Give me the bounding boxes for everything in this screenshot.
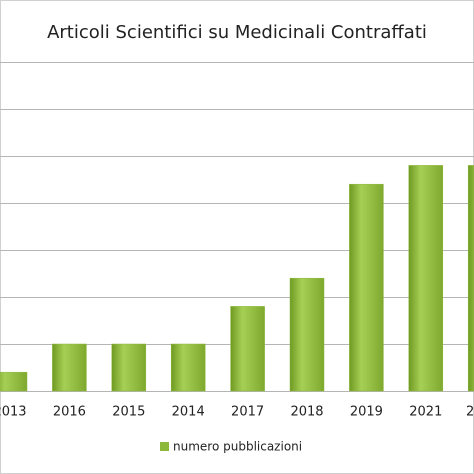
x-tick-label: 2015 [112, 405, 145, 420]
bar [230, 306, 265, 392]
x-tick-label: 2018 [290, 405, 323, 420]
x-tick-label: 2013 [0, 405, 27, 420]
legend-swatch [160, 442, 169, 451]
chart-title: Articoli Scientifici su Medicinali Contr… [47, 22, 427, 43]
x-tick-label: 2017 [231, 405, 264, 420]
x-tick-label: 2014 [172, 405, 205, 420]
x-tick-label: 2021 [409, 405, 442, 420]
legend-label: numero pubblicazioni [173, 440, 302, 454]
bar [467, 165, 474, 392]
bar [0, 371, 28, 392]
bar [111, 343, 147, 392]
bar [408, 165, 444, 392]
x-tick-label: 2016 [53, 405, 86, 420]
x-tick-label: 2 [466, 405, 474, 420]
legend: numero pubblicazioni [160, 440, 302, 454]
x-tick-label: 2019 [350, 405, 383, 420]
bar [289, 277, 325, 392]
bar [170, 343, 206, 392]
bar [349, 183, 384, 392]
bar [52, 343, 87, 392]
